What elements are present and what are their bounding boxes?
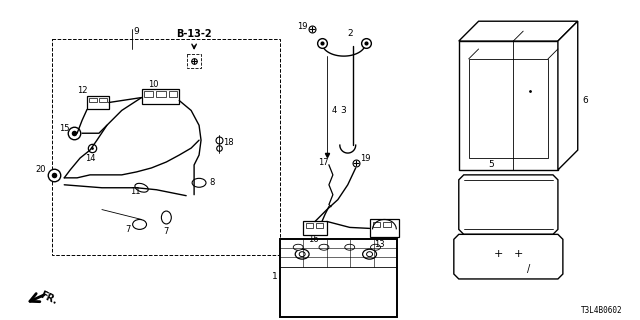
Bar (87, 96, 109, 109)
Text: B-13-2: B-13-2 (176, 29, 212, 39)
Bar (383, 222, 392, 228)
Text: 1: 1 (273, 272, 278, 282)
Bar (52, 39, 280, 255)
Bar (141, 89, 179, 105)
Bar (316, 223, 323, 228)
Text: 16: 16 (308, 235, 319, 244)
Bar (306, 223, 313, 228)
Polygon shape (454, 234, 563, 279)
Ellipse shape (363, 249, 376, 259)
Bar (170, 91, 177, 97)
Bar (280, 239, 397, 316)
Text: 18: 18 (223, 138, 234, 147)
Ellipse shape (371, 244, 380, 250)
Text: 13: 13 (374, 240, 385, 249)
Text: 19: 19 (297, 22, 308, 31)
Text: FR.: FR. (38, 290, 59, 306)
Text: 9: 9 (134, 27, 140, 36)
Bar (143, 91, 154, 97)
Text: 14: 14 (84, 154, 95, 163)
Polygon shape (459, 21, 578, 41)
Text: 2: 2 (348, 28, 353, 38)
Ellipse shape (161, 211, 172, 224)
Text: 3: 3 (340, 106, 346, 115)
Ellipse shape (192, 178, 206, 187)
Text: 10: 10 (148, 80, 159, 89)
Text: 7: 7 (163, 227, 169, 236)
Bar (156, 91, 166, 97)
Ellipse shape (293, 244, 303, 250)
Text: 11: 11 (130, 187, 140, 196)
Bar (99, 98, 107, 101)
Bar (372, 222, 380, 228)
Text: 15: 15 (59, 124, 70, 133)
Text: 17: 17 (318, 158, 329, 167)
Text: 6: 6 (582, 96, 588, 105)
Text: 8: 8 (209, 178, 214, 187)
Text: 7: 7 (125, 225, 131, 234)
Ellipse shape (299, 252, 305, 257)
Text: +: + (513, 249, 523, 259)
Text: T3L4B0602: T3L4B0602 (580, 306, 622, 315)
Polygon shape (459, 175, 558, 234)
Ellipse shape (367, 252, 372, 257)
Bar (369, 220, 399, 237)
Text: 19: 19 (360, 154, 370, 163)
Ellipse shape (295, 249, 309, 259)
Text: 4: 4 (332, 106, 337, 115)
Text: 12: 12 (77, 86, 87, 95)
Bar (459, 41, 558, 170)
Bar (468, 59, 548, 158)
Text: 20: 20 (35, 165, 45, 174)
Bar (89, 98, 97, 101)
Text: /: / (527, 264, 530, 274)
Text: +: + (493, 249, 503, 259)
Ellipse shape (319, 244, 329, 250)
Ellipse shape (345, 244, 355, 250)
Text: 5: 5 (488, 160, 494, 170)
Ellipse shape (132, 220, 147, 229)
Bar (303, 221, 327, 235)
Polygon shape (558, 21, 578, 170)
Ellipse shape (135, 183, 148, 192)
